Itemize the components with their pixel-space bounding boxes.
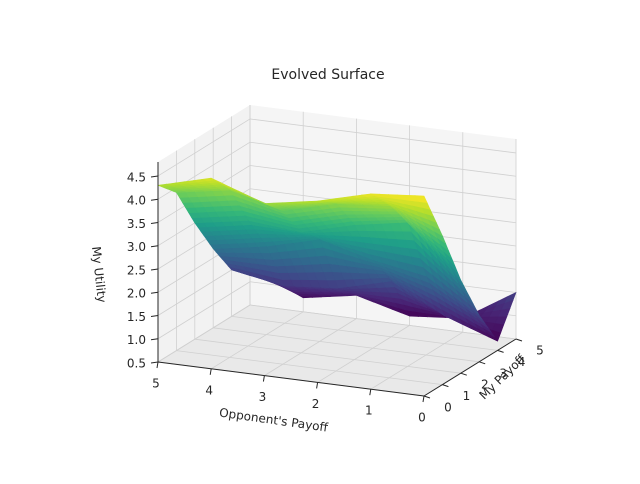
x-tick-label: 5	[536, 344, 544, 358]
surface-facet	[157, 183, 172, 187]
x-tick-mark	[460, 372, 467, 376]
x-tick-mark	[515, 338, 523, 342]
y-tick-label: 0	[418, 411, 426, 425]
y-tick-mark	[422, 395, 425, 403]
grid-line-z	[249, 304, 517, 340]
x-tick-mark	[497, 349, 504, 353]
z-tick-label: 4.0	[127, 194, 146, 208]
x-axis-line	[423, 338, 517, 397]
z-axis-label: My Utility	[89, 246, 109, 304]
grid-line-z	[249, 141, 517, 177]
z-tick-mark	[150, 175, 159, 178]
grid-line-z	[249, 165, 517, 200]
z-tick-label: 1.5	[127, 310, 146, 324]
x-tick-mark	[423, 395, 431, 399]
chart-title: Evolved Surface	[271, 67, 384, 83]
y-tick-mark	[209, 368, 212, 375]
grid-line-floor-x	[176, 350, 443, 385]
z-tick-mark	[150, 314, 159, 317]
z-tick-mark	[150, 291, 159, 294]
y-tick-mark	[262, 375, 265, 382]
z-tick-mark	[150, 198, 159, 201]
grid-line-z	[249, 118, 517, 154]
y-tick-label: 4	[205, 383, 213, 397]
grid-line-z	[157, 304, 251, 363]
y-tick-mark	[156, 361, 159, 369]
x-tick-label: 4	[518, 355, 526, 369]
x-tick-mark	[442, 384, 449, 388]
x-tick-label: 2	[481, 378, 489, 392]
grid-line-floor-y	[370, 331, 464, 390]
z-tick-label: 2.5	[127, 263, 146, 277]
grid-line-floor-y	[210, 311, 304, 370]
grid-line-z	[157, 281, 251, 340]
z-tick-label: 3.5	[127, 217, 146, 231]
z-tick-label: 1.0	[127, 333, 146, 347]
z-tick-mark	[150, 268, 159, 271]
y-tick-mark	[316, 382, 319, 389]
grid-line-floor-y	[264, 318, 357, 376]
z-tick-label: 3.0	[127, 240, 146, 254]
y-axis-line	[157, 361, 425, 397]
y-tick-label: 1	[365, 404, 373, 418]
z-tick-label: 4.5	[127, 170, 146, 184]
y-tick-mark	[369, 389, 372, 396]
surface-plot	[157, 177, 517, 342]
x-tick-label: 1	[463, 389, 471, 403]
grid-line-floor-y	[317, 325, 410, 383]
z-tick-mark	[150, 338, 159, 341]
grid-line-floor-x	[231, 316, 498, 351]
z-tick-mark	[150, 245, 159, 248]
x-tick-label: 3	[499, 366, 507, 380]
y-tick-label: 5	[152, 377, 160, 391]
y-tick-label: 3	[259, 390, 267, 404]
y-tick-label: 2	[312, 397, 320, 411]
z-tick-mark	[150, 221, 159, 224]
grid-line-z	[157, 118, 251, 177]
z-tick-label: 2.0	[127, 287, 146, 301]
x-tick-mark	[479, 361, 486, 365]
z-tick-label: 0.5	[127, 357, 146, 371]
grid-line-floor-x	[213, 327, 480, 363]
grid-line-floor-x	[194, 338, 461, 374]
z-tick-mark	[150, 361, 159, 364]
x-tick-label: 0	[444, 401, 452, 415]
